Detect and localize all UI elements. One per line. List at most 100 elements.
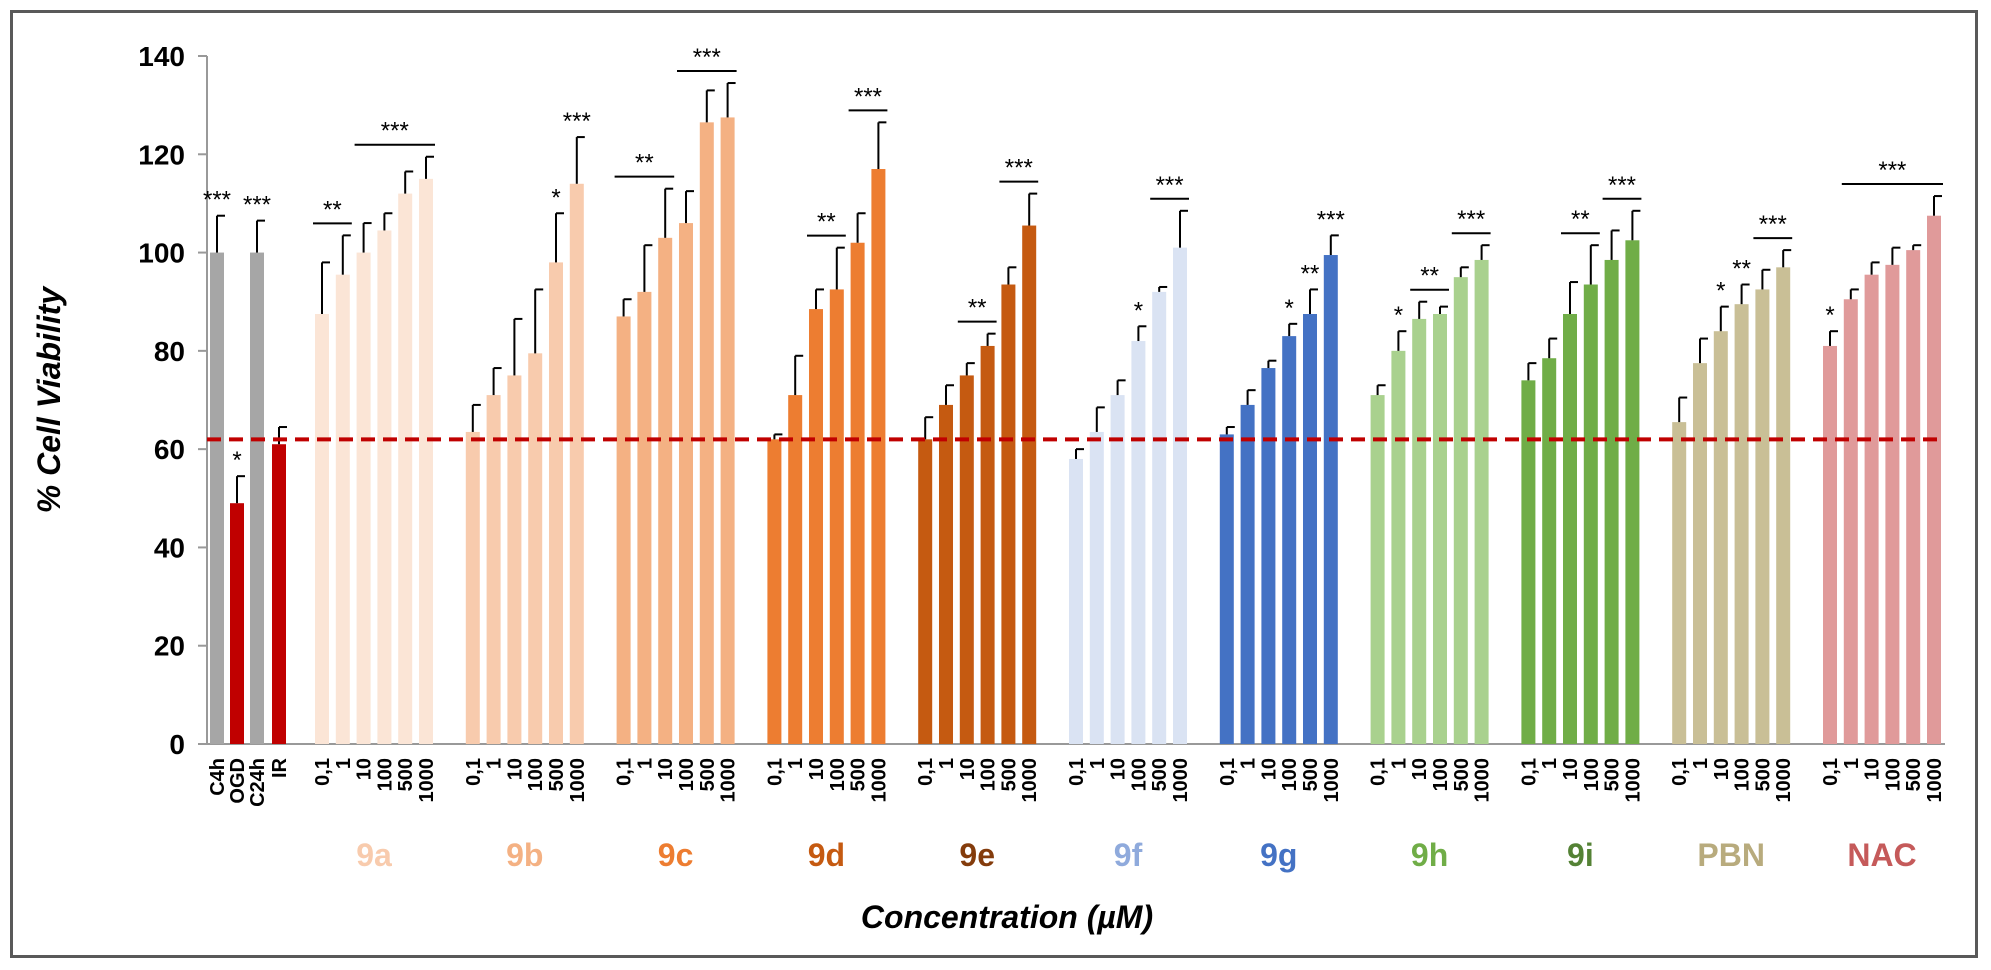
bar-9h-1000: [1474, 259, 1489, 744]
x-tick-label-C4h: C4h: [207, 758, 229, 796]
bar-9d-500: [850, 242, 865, 744]
bar-9e-1000: [1022, 225, 1037, 745]
group-label-9c: 9c: [658, 837, 694, 873]
bar-C4h: [210, 252, 224, 745]
x-tick-label: 1000: [1170, 758, 1192, 803]
x-tick-label: 0,1: [915, 758, 937, 786]
x-tick-label: 100: [827, 758, 849, 791]
bar-9d-0,1: [767, 439, 782, 744]
x-tick-label: 0,1: [1518, 758, 1540, 786]
bar-9a-100: [377, 230, 392, 744]
x-tick-label: 500: [998, 758, 1020, 791]
bar-9i-1: [1542, 358, 1557, 744]
significance-marker: **: [635, 150, 654, 177]
x-tick-label: 0,1: [1669, 758, 1691, 786]
bar-9a-0,1: [315, 314, 329, 744]
x-tick-label: 0,1: [764, 758, 786, 786]
significance-marker: *: [1134, 297, 1143, 324]
x-tick-label: 100: [978, 758, 1000, 791]
x-tick-label: 100: [1882, 758, 1904, 791]
bar-9i-100: [1583, 284, 1598, 744]
bar-9b-500: [549, 262, 563, 744]
x-tick-label: 1: [634, 758, 656, 769]
bar-9g-1000: [1323, 255, 1338, 744]
significance-marker: ***: [381, 118, 409, 145]
bar-9g-500: [1303, 314, 1317, 744]
x-tick-label: 500: [546, 758, 568, 791]
significance-marker: ***: [1005, 155, 1033, 182]
bar-PBN-100: [1734, 304, 1749, 744]
bar-9g-100: [1282, 336, 1297, 744]
bar-9b-100: [528, 353, 543, 744]
y-tick-label: 140: [138, 41, 185, 72]
x-tick-label: 10: [1108, 758, 1130, 780]
x-tick-label: 500: [1149, 758, 1171, 791]
x-tick-label: 100: [374, 758, 396, 791]
x-tick-label: 500: [1903, 758, 1925, 791]
y-tick-label: 60: [154, 434, 185, 465]
bar-9b-1: [486, 395, 501, 744]
significance-marker: ***: [243, 192, 271, 219]
x-tick-label: 1000: [1622, 758, 1644, 803]
bar-9g-10: [1261, 368, 1276, 744]
significance-marker: *: [232, 447, 241, 474]
bar-9d-100: [829, 289, 844, 744]
x-tick-label: 1: [1238, 758, 1260, 769]
bar-9e-1: [939, 404, 953, 744]
x-tick-label: 100: [676, 758, 698, 791]
bar-9a-1: [335, 274, 350, 744]
significance-marker: **: [1732, 256, 1751, 283]
significance-marker: ***: [1156, 172, 1184, 199]
bar-9i-0,1: [1521, 380, 1536, 744]
significance-marker: *: [1825, 302, 1834, 329]
bar-9g-1: [1240, 404, 1255, 744]
significance-marker: ***: [1878, 157, 1906, 184]
x-tick-label-IR: IR: [269, 757, 291, 778]
x-tick-label: 1000: [1321, 758, 1343, 803]
significance-marker: ***: [203, 187, 231, 214]
bar-C24h: [250, 252, 264, 745]
bar-9e-10: [959, 375, 974, 744]
bar-NAC-100: [1885, 264, 1900, 744]
bar-PBN-1: [1693, 363, 1707, 744]
significance-marker: ***: [854, 83, 882, 110]
group-label-9a: 9a: [356, 837, 392, 873]
significance-marker: *: [1716, 278, 1725, 305]
bar-9i-500: [1604, 259, 1619, 744]
bar-NAC-1000: [1927, 215, 1941, 744]
y-tick-label: 0: [169, 729, 185, 760]
bar-NAC-0,1: [1823, 345, 1837, 744]
x-tick-label-C24h: C24h: [247, 758, 269, 807]
significance-marker: ***: [693, 44, 721, 71]
x-tick-label: 100: [1581, 758, 1603, 791]
x-tick-label: 10: [504, 758, 526, 780]
bar-9f-500: [1152, 291, 1167, 744]
x-tick-label: 1000: [868, 758, 890, 803]
x-tick-label: 10: [354, 758, 376, 780]
significance-marker: *: [1394, 302, 1403, 329]
group-label-PBN: PBN: [1697, 837, 1765, 873]
significance-marker: ***: [563, 108, 591, 135]
x-tick-label: 500: [848, 758, 870, 791]
bar-9h-10: [1412, 318, 1427, 744]
group-label-NAC: NAC: [1847, 837, 1916, 873]
bar-9e-500: [1001, 284, 1016, 744]
bar-9f-1000: [1173, 247, 1187, 744]
y-tick-label: 80: [154, 336, 185, 367]
bar-9f-1: [1089, 431, 1104, 744]
x-tick-label: 1: [333, 758, 355, 769]
bar-9a-500: [398, 193, 413, 745]
bar-9b-10: [507, 375, 522, 744]
group-label-9i: 9i: [1567, 837, 1594, 873]
bar-9c-10: [658, 237, 673, 745]
bar-9f-0,1: [1069, 458, 1083, 744]
bar-9f-10: [1110, 395, 1125, 744]
x-tick-label: 10: [957, 758, 979, 780]
bar-9d-1: [788, 395, 803, 744]
group-label-9d: 9d: [808, 837, 845, 873]
bar-9h-0,1: [1370, 395, 1385, 744]
bar-NAC-10: [1864, 274, 1879, 744]
x-tick-label-OGD: OGD: [227, 758, 249, 804]
x-tick-label: 1: [1690, 758, 1712, 769]
bar-9h-500: [1453, 277, 1468, 744]
